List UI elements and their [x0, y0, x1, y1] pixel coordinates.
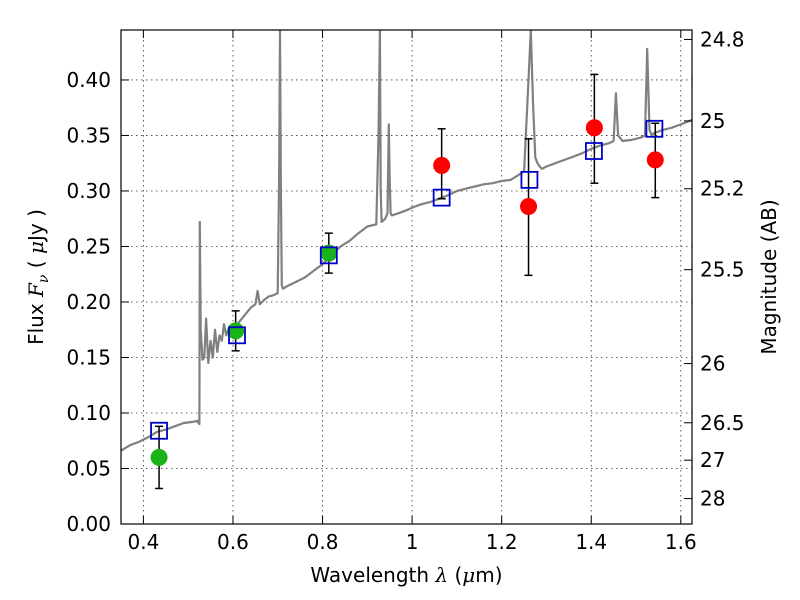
y-tick-label: 0.00 [66, 512, 111, 536]
spectrum-layer [121, 30, 692, 452]
spectrum-line [121, 30, 692, 452]
data-point [433, 156, 451, 174]
x-tick-label: 1.6 [665, 530, 697, 554]
y-axis-label: Flux Fν ( μJy ) [24, 209, 52, 345]
data-points-layer [150, 73, 664, 490]
x-tick-label: 1 [406, 530, 419, 554]
x-tick-label: 1.2 [486, 530, 518, 554]
y2-tick-label: 24.8 [700, 27, 745, 51]
grid-lines [121, 30, 692, 525]
model-point [645, 119, 664, 138]
y2-tick-label: 26.5 [700, 411, 745, 435]
data-point [585, 119, 603, 137]
data-point [227, 322, 245, 340]
x-tick-label: 0.6 [217, 530, 249, 554]
model-point [432, 188, 451, 207]
plot-frame [120, 29, 693, 525]
data-point [150, 448, 168, 466]
model-point [228, 326, 246, 345]
y2-tick-label: 25.5 [700, 258, 745, 282]
y-tick-label: 0.20 [66, 290, 111, 314]
y2-tick-label: 25.2 [700, 177, 745, 201]
y2-tick-label: 28 [700, 487, 725, 511]
y2-tick-label: 26 [700, 352, 725, 376]
y-tick-label: 0.15 [66, 345, 111, 369]
y-tick-label: 0.05 [66, 456, 111, 480]
ticks-layer: 0.4 0.6 0.8 1 1.2 1.4 1.6 0.00 0.05 0.10 0.15 0.20 0… [66, 27, 744, 554]
y2-tick-label: 27 [700, 448, 725, 472]
model-point [150, 421, 168, 440]
y-tick-label: 0.30 [66, 179, 111, 203]
x-tick-label: 0.4 [127, 530, 159, 554]
y-tick-label: 0.25 [66, 234, 111, 258]
data-point [646, 151, 664, 169]
x-tick-label: 1.4 [575, 530, 607, 554]
y-tick-label: 0.35 [66, 123, 111, 147]
y2-tick-label: 25 [700, 109, 725, 133]
data-point [520, 198, 538, 216]
y2-axis-label: Magnitude (AB) [757, 199, 781, 354]
x-tick-label: 0.8 [307, 530, 339, 554]
x-axis-label: Wavelength λ (μm) [310, 563, 502, 587]
model-point [520, 170, 539, 189]
y-tick-label: 0.40 [66, 68, 111, 92]
y-tick-label: 0.10 [66, 401, 111, 425]
model-point [585, 142, 603, 160]
model-point [319, 246, 338, 265]
